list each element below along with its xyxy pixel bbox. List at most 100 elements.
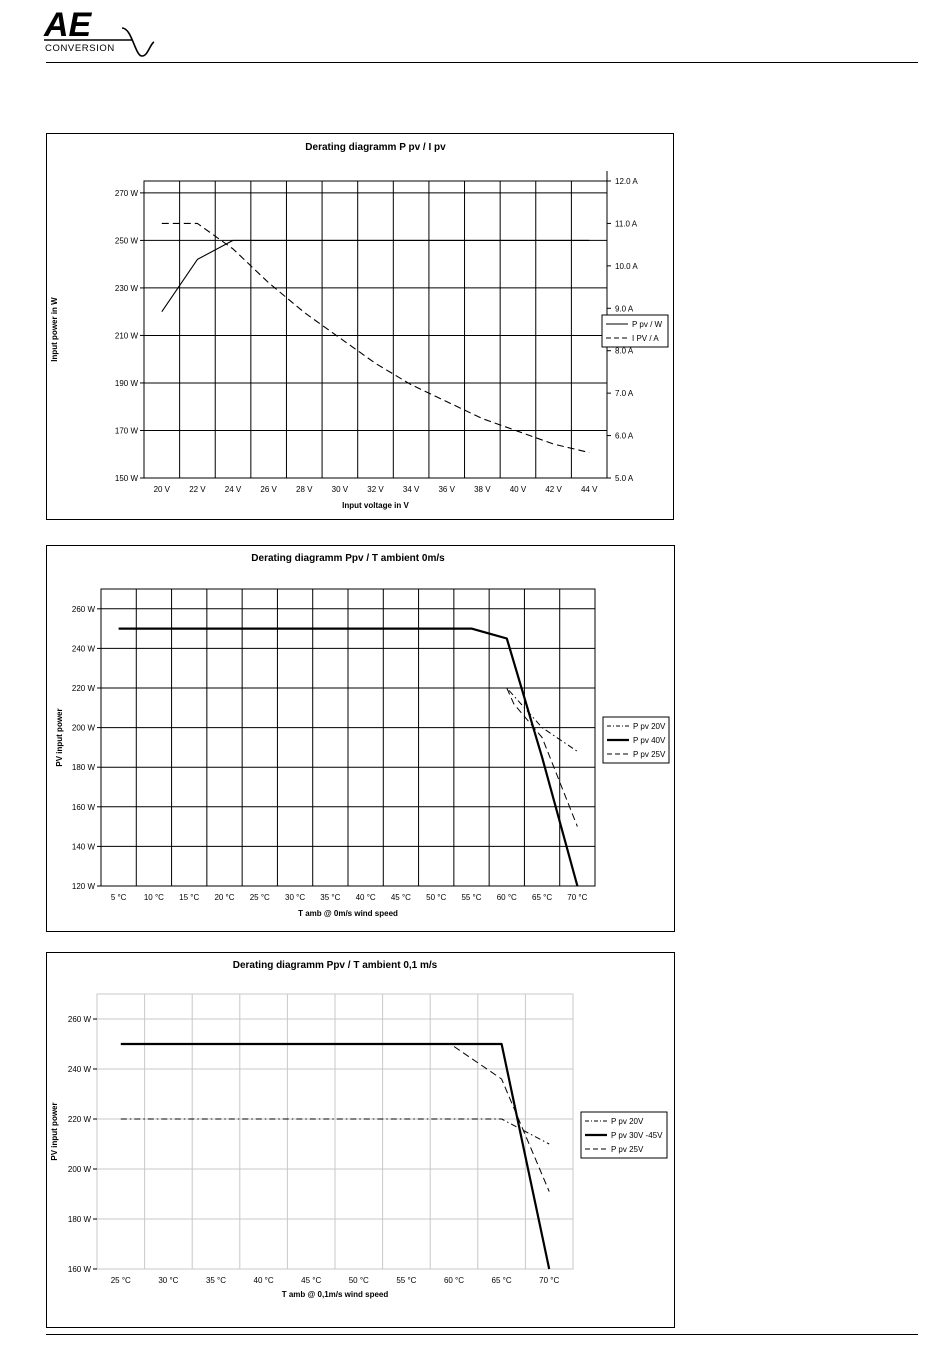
- x-tick-label: 34 V: [403, 485, 420, 494]
- y2-tick-label: 12.0 A: [615, 177, 638, 186]
- y-tick-label: 260 W: [72, 605, 96, 614]
- x-tick-label: 25 °C: [250, 893, 270, 902]
- x-tick-label: 70 °C: [539, 1276, 559, 1285]
- legend-entry: P pv 25V: [633, 750, 666, 759]
- x-tick-label: 36 V: [438, 485, 455, 494]
- x-tick-label: 35 °C: [206, 1276, 226, 1285]
- y-tick-label: 200 W: [72, 724, 96, 733]
- y-tick-label: 220 W: [72, 684, 96, 693]
- y-tick-label: 230 W: [115, 284, 139, 293]
- chart-ambient-0ms-svg: Derating diagramm Ppv / T ambient 0m/s 5 …: [55, 553, 670, 918]
- chart-title: Derating diagramm Ppv / T ambient 0m/s: [251, 553, 445, 564]
- x-tick-label: 35 °C: [320, 893, 340, 902]
- x-tick-label: 40 °C: [356, 893, 376, 902]
- x-axis-label: T amb @ 0m/s wind speed: [298, 909, 398, 918]
- x-tick-label: 20 °C: [214, 893, 234, 902]
- legend-entry: I PV / A: [632, 334, 659, 343]
- x-tick-label: 45 °C: [391, 893, 411, 902]
- y-tick-label: 260 W: [68, 1015, 92, 1024]
- y-tick-label: 170 W: [115, 426, 139, 435]
- x-tick-label: 60 °C: [444, 1276, 464, 1285]
- y2-tick-label: 9.0 A: [615, 304, 634, 313]
- x-tick-label: 55 °C: [396, 1276, 416, 1285]
- chart-voltage-derating-svg: Derating diagramm P pv / I pv 20 V 22 V 24 …: [50, 142, 669, 510]
- y-tick-label: 220 W: [68, 1115, 92, 1124]
- y-axis-label: PV input power: [55, 708, 64, 766]
- x-tick-label: 70 °C: [567, 893, 587, 902]
- logo-subtext: CONVERSION: [45, 43, 115, 54]
- y-tick-label: 160 W: [72, 803, 96, 812]
- x-tick-label: 42 V: [545, 485, 562, 494]
- series-line-2: [506, 687, 578, 827]
- y-tick-label: 270 W: [115, 189, 139, 198]
- y-tick-label: 240 W: [72, 644, 96, 653]
- x-axis-label: T amb @ 0,1m/s wind speed: [282, 1290, 389, 1299]
- y-tick-label: 210 W: [115, 331, 139, 340]
- y2-tick-label: 7.0 A: [615, 389, 634, 398]
- x-tick-label: 20 V: [154, 485, 171, 494]
- y-tick-label: 150 W: [115, 474, 139, 483]
- y-tick-label: 180 W: [72, 763, 96, 772]
- x-tick-label: 24 V: [225, 485, 242, 494]
- series-line-0: [120, 1118, 550, 1145]
- x-tick-label: 22 V: [189, 485, 206, 494]
- x-tick-label: 26 V: [260, 485, 277, 494]
- logo-text: AE: [43, 6, 93, 44]
- y-tick-label: 120 W: [72, 882, 96, 891]
- legend-entry: P pv / W: [632, 320, 663, 329]
- x-tick-label: 10 °C: [144, 893, 164, 902]
- legend-entry: P pv 20V: [633, 722, 666, 731]
- ae-conversion-logo: AE CONVERSION: [43, 6, 155, 57]
- legend-entry: P pv 40V: [633, 736, 666, 745]
- series-line-1: [120, 1042, 551, 1270]
- x-tick-label: 50 °C: [426, 893, 446, 902]
- y-tick-label: 140 W: [72, 842, 96, 851]
- x-tick-label: 60 °C: [497, 893, 517, 902]
- x-tick-label: 30 °C: [285, 893, 305, 902]
- y2-tick-label: 11.0 A: [615, 219, 638, 228]
- x-tick-label: 45 °C: [301, 1276, 321, 1285]
- series-line-1: [161, 222, 590, 454]
- y-tick-label: 160 W: [68, 1265, 92, 1274]
- y-tick-label: 190 W: [115, 379, 139, 388]
- x-axis-label: Input voltage in V: [342, 501, 409, 510]
- y2-tick-label: 10.0 A: [615, 262, 638, 271]
- x-tick-label: 65 °C: [492, 1276, 512, 1285]
- y2-tick-label: 8.0 A: [615, 347, 634, 356]
- y-tick-label: 200 W: [68, 1165, 92, 1174]
- sine-wave-icon: [121, 27, 155, 57]
- x-tick-label: 30 °C: [158, 1276, 178, 1285]
- y-axis-label: Input power in W: [50, 297, 59, 362]
- chart-ambient-01ms-svg: Derating diagramm Ppv / T ambient 0,1 m/…: [50, 960, 668, 1299]
- chart-title: Derating diagramm Ppv / T ambient 0,1 m/…: [233, 960, 438, 971]
- y2-tick-label: 5.0 A: [615, 474, 634, 483]
- series-line-2: [453, 1046, 550, 1192]
- x-tick-label: 50 °C: [349, 1276, 369, 1285]
- chart-ambient-01ms: Derating diagramm Ppv / T ambient 0,1 m/…: [46, 952, 675, 1328]
- legend-entry: P pv 25V: [611, 1145, 644, 1154]
- plot-area: [143, 180, 608, 479]
- chart-ambient-0ms: Derating diagramm Ppv / T ambient 0m/s 5 …: [46, 545, 675, 932]
- x-tick-label: 28 V: [296, 485, 313, 494]
- x-tick-label: 38 V: [474, 485, 491, 494]
- series-line-1: [118, 627, 579, 887]
- x-tick-label: 55 °C: [461, 893, 481, 902]
- footer-rule: [46, 1334, 918, 1335]
- y2-tick-label: 6.0 A: [615, 432, 634, 441]
- x-tick-label: 5 °C: [111, 893, 127, 902]
- chart-title: Derating diagramm P pv / I pv: [305, 142, 446, 153]
- header-rule: [46, 62, 918, 63]
- x-tick-label: 44 V: [581, 485, 598, 494]
- series-line-0: [161, 239, 590, 313]
- x-tick-label: 32 V: [367, 485, 384, 494]
- chart-voltage-derating: Derating diagramm P pv / I pv 20 V 22 V 24 …: [46, 133, 674, 520]
- x-tick-label: 30 V: [332, 485, 349, 494]
- y-tick-label: 250 W: [115, 236, 139, 245]
- legend-entry: P pv 20V: [611, 1117, 644, 1126]
- x-tick-label: 25 °C: [111, 1276, 131, 1285]
- series-line-0: [118, 687, 578, 752]
- x-tick-label: 40 °C: [254, 1276, 274, 1285]
- x-tick-label: 15 °C: [179, 893, 199, 902]
- legend-entry: P pv 30V -45V: [611, 1131, 663, 1140]
- x-tick-label: 40 V: [510, 485, 527, 494]
